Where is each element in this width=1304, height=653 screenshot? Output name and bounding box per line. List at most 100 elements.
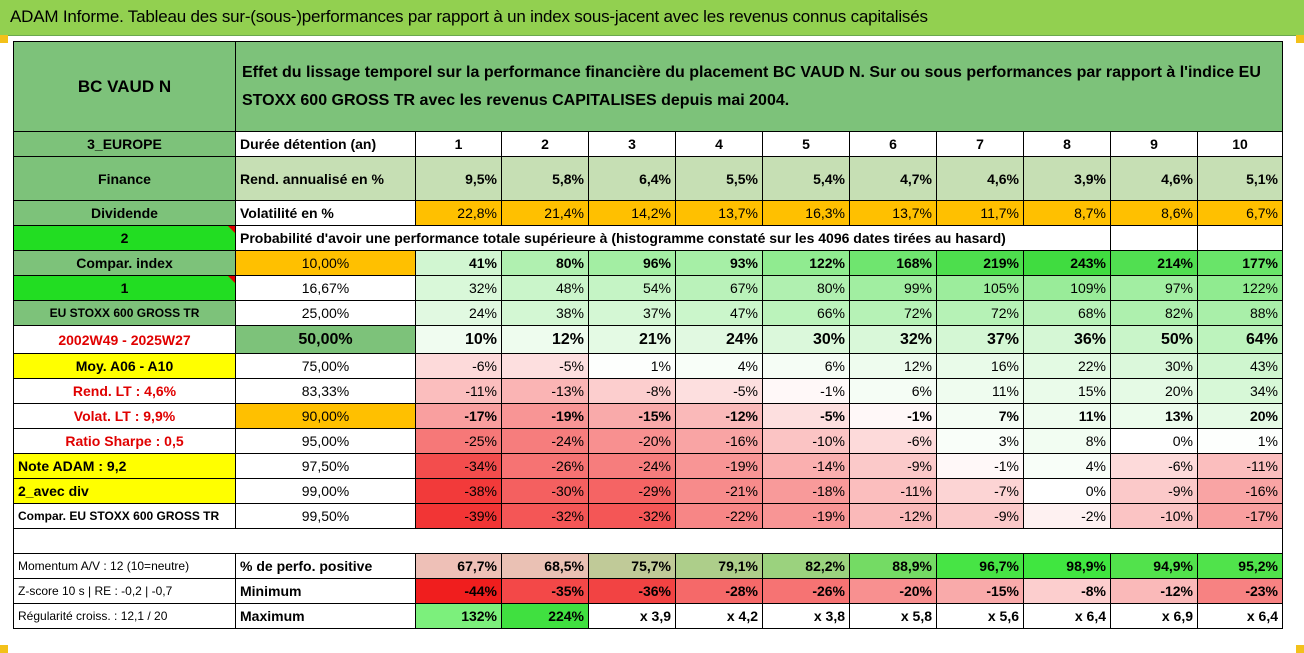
quantile-cell[interactable]: 75,00%	[235, 353, 416, 379]
pct-pos-cell-4[interactable]: 79,1%	[675, 553, 763, 579]
quantile-value-7[interactable]: -7%	[936, 478, 1024, 504]
quantile-value-9[interactable]: 0%	[1110, 428, 1198, 454]
sharpe-cell[interactable]: Ratio Sharpe : 0,5	[13, 428, 236, 454]
max-cell-1[interactable]: 132%	[415, 603, 502, 629]
pct-pos-cell-9[interactable]: 94,9%	[1110, 553, 1198, 579]
region-cell[interactable]: 3_EUROPE	[13, 131, 236, 157]
quantile-value-6[interactable]: -11%	[849, 478, 937, 504]
quantile-cell[interactable]: 97,50%	[235, 453, 416, 479]
rend-label[interactable]: Rend. annualisé en %	[235, 156, 416, 201]
pct-pos-cell-1[interactable]: 67,7%	[415, 553, 502, 579]
max-cell-8[interactable]: x 6,4	[1023, 603, 1111, 629]
quantile-value-6[interactable]: 12%	[849, 353, 937, 379]
max-cell-3[interactable]: x 3,9	[588, 603, 676, 629]
quantile-value-4[interactable]: 24%	[675, 325, 763, 354]
quantile-value-10[interactable]: 43%	[1197, 353, 1283, 379]
selector-2-cell[interactable]: 2	[13, 225, 236, 251]
quantile-value-10[interactable]: 88%	[1197, 300, 1283, 326]
quantile-value-5[interactable]: 6%	[762, 353, 850, 379]
quantile-value-9[interactable]: -9%	[1110, 478, 1198, 504]
quantile-value-10[interactable]: -17%	[1197, 503, 1283, 529]
quantile-value-6[interactable]: 32%	[849, 325, 937, 354]
pct-pos-cell-10[interactable]: 95,2%	[1197, 553, 1283, 579]
quantile-value-7[interactable]: 37%	[936, 325, 1024, 354]
max-cell-6[interactable]: x 5,8	[849, 603, 937, 629]
quantile-cell[interactable]: 95,00%	[235, 428, 416, 454]
quantile-value-10[interactable]: 64%	[1197, 325, 1283, 354]
quantile-value-10[interactable]: 20%	[1197, 403, 1283, 429]
year-cell-2[interactable]: 2	[501, 131, 589, 157]
quantile-value-8[interactable]: 22%	[1023, 353, 1111, 379]
rend-cell-10[interactable]: 5,1%	[1197, 156, 1283, 201]
pct-pos-cell-8[interactable]: 98,9%	[1023, 553, 1111, 579]
quantile-value-5[interactable]: 122%	[762, 250, 850, 276]
fund-name-cell[interactable]: BC VAUD N	[13, 41, 236, 132]
quantile-value-2[interactable]: -24%	[501, 428, 589, 454]
year-cell-4[interactable]: 4	[675, 131, 763, 157]
quantile-value-6[interactable]: -9%	[849, 453, 937, 479]
quantile-value-2[interactable]: -30%	[501, 478, 589, 504]
quantile-cell[interactable]: 10,00%	[235, 250, 416, 276]
probability-header[interactable]: Probabilité d'avoir une performance tota…	[235, 225, 1111, 251]
vol-cell-1[interactable]: 22,8%	[415, 200, 502, 226]
quantile-value-2[interactable]: 80%	[501, 250, 589, 276]
quantile-value-4[interactable]: 4%	[675, 353, 763, 379]
pct-pos-cell-2[interactable]: 68,5%	[501, 553, 589, 579]
vol-cell-2[interactable]: 21,4%	[501, 200, 589, 226]
quantile-value-10[interactable]: -16%	[1197, 478, 1283, 504]
quantile-value-5[interactable]: 30%	[762, 325, 850, 354]
min-cell-8[interactable]: -8%	[1023, 578, 1111, 604]
quantile-value-1[interactable]: -34%	[415, 453, 502, 479]
quantile-value-7[interactable]: 3%	[936, 428, 1024, 454]
quantile-value-9[interactable]: 214%	[1110, 250, 1198, 276]
rend-cell-6[interactable]: 4,7%	[849, 156, 937, 201]
quantile-value-3[interactable]: -24%	[588, 453, 676, 479]
quantile-value-8[interactable]: 243%	[1023, 250, 1111, 276]
quantile-value-5[interactable]: 80%	[762, 275, 850, 301]
quantile-value-2[interactable]: 48%	[501, 275, 589, 301]
quantile-value-1[interactable]: 24%	[415, 300, 502, 326]
period-cell[interactable]: 2002W49 - 2025W27	[13, 325, 236, 354]
quantile-value-3[interactable]: 1%	[588, 353, 676, 379]
quantile-value-4[interactable]: -22%	[675, 503, 763, 529]
quantile-value-2[interactable]: 38%	[501, 300, 589, 326]
quantile-value-8[interactable]: 8%	[1023, 428, 1111, 454]
year-cell-3[interactable]: 3	[588, 131, 676, 157]
max-cell-4[interactable]: x 4,2	[675, 603, 763, 629]
quantile-value-8[interactable]: 109%	[1023, 275, 1111, 301]
compar-index-cell[interactable]: Compar. index	[13, 250, 236, 276]
quantile-value-7[interactable]: 7%	[936, 403, 1024, 429]
quantile-value-6[interactable]: -1%	[849, 403, 937, 429]
selector-1-cell[interactable]: 1	[13, 275, 236, 301]
quantile-value-7[interactable]: 105%	[936, 275, 1024, 301]
vol-cell-9[interactable]: 8,6%	[1110, 200, 1198, 226]
quantile-value-8[interactable]: 0%	[1023, 478, 1111, 504]
quantile-value-8[interactable]: 15%	[1023, 378, 1111, 404]
quantile-value-4[interactable]: -12%	[675, 403, 763, 429]
quantile-value-4[interactable]: -19%	[675, 453, 763, 479]
quantile-value-9[interactable]: 50%	[1110, 325, 1198, 354]
quantile-value-6[interactable]: 99%	[849, 275, 937, 301]
quantile-value-2[interactable]: -19%	[501, 403, 589, 429]
quantile-value-9[interactable]: -10%	[1110, 503, 1198, 529]
quantile-value-6[interactable]: -6%	[849, 428, 937, 454]
quantile-value-1[interactable]: 41%	[415, 250, 502, 276]
quantile-value-4[interactable]: -16%	[675, 428, 763, 454]
vol-cell-3[interactable]: 14,2%	[588, 200, 676, 226]
rend-cell-1[interactable]: 9,5%	[415, 156, 502, 201]
quantile-value-1[interactable]: -39%	[415, 503, 502, 529]
year-cell-8[interactable]: 8	[1023, 131, 1111, 157]
volat-lt-cell[interactable]: Volat. LT : 9,9%	[13, 403, 236, 429]
vol-cell-7[interactable]: 11,7%	[936, 200, 1024, 226]
quantile-value-5[interactable]: -1%	[762, 378, 850, 404]
regularite-cell[interactable]: Régularité croiss. : 12,1 / 20	[13, 603, 236, 629]
quantile-value-1[interactable]: -11%	[415, 378, 502, 404]
year-cell-5[interactable]: 5	[762, 131, 850, 157]
quantile-value-3[interactable]: -8%	[588, 378, 676, 404]
max-cell-10[interactable]: x 6,4	[1197, 603, 1283, 629]
quantile-value-4[interactable]: -21%	[675, 478, 763, 504]
quantile-value-1[interactable]: 32%	[415, 275, 502, 301]
quantile-value-7[interactable]: -9%	[936, 503, 1024, 529]
rend-cell-8[interactable]: 3,9%	[1023, 156, 1111, 201]
quantile-value-2[interactable]: -32%	[501, 503, 589, 529]
